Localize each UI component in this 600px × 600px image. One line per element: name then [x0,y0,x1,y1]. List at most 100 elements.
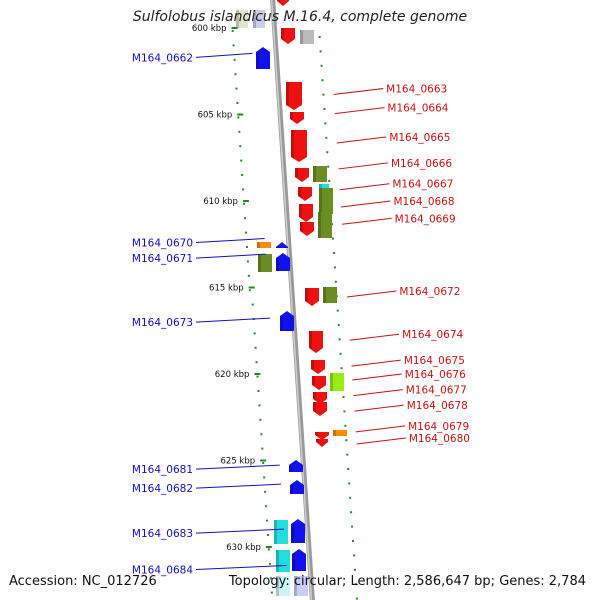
gene-label-left: M164_0662 [132,52,193,64]
gene-arrow-shade [312,376,315,386]
gene-arrow [313,392,327,404]
rna-feature-shade [236,10,239,28]
tick-mark [240,159,243,162]
gene-connector-left [195,483,282,489]
tick-mark [338,338,341,341]
gene-arrow-shade [276,246,279,248]
tick-mark [350,511,353,514]
gene-block-shade [276,550,279,572]
tick-mark [242,188,245,191]
gene-block [319,188,333,214]
tick-mark [337,324,340,326]
gene-arrow-shade [291,130,294,158]
topology-text: Topology: circular [228,574,342,589]
tick-mark [238,130,241,133]
tick-mark [232,44,235,47]
tick-mark [231,30,234,32]
tick-mark [333,266,336,269]
gene-arrow-shade [313,392,316,400]
tick-mark [270,591,273,594]
gene-arrow-shade [315,432,318,436]
gene-connector-left [195,464,280,470]
gene-connector-left [195,317,271,323]
tick-mark [354,583,357,586]
length-text: Length: 2,586,647 bp [342,574,491,589]
gene-block-shade [276,576,279,596]
gene-connector-right [339,183,390,191]
gene-block [313,166,327,182]
gene-label-right: M164_0676 [405,369,466,381]
gene-arrow [276,253,290,271]
gene-arrow-shade [276,257,279,271]
tick-mark [352,540,355,542]
tick-mark [262,462,265,464]
gene-label-right: M164_0677 [406,385,467,397]
gene-block-shade [257,242,260,248]
tick-mark [352,554,355,557]
gene-label-left: M164_0683 [132,528,193,540]
tick-mark [343,410,346,413]
gene-arrow [291,519,305,543]
tick-mark [247,274,250,277]
gene-connector-right [342,217,392,225]
scale-tick [231,27,238,29]
gene-label-right: M164_0664 [387,103,448,115]
tick-mark [320,64,323,67]
gene-label-right: M164_0675 [404,355,465,367]
gene-connector-right [352,373,402,381]
gene-block [258,254,272,272]
scale-label: 625 kbp [221,457,256,467]
tick-mark [327,165,330,168]
tick-mark [234,73,237,76]
gene-connector-right [355,425,406,433]
tick-mark [269,577,272,580]
tick-mark [328,180,331,182]
rna-feature [236,10,248,28]
gene-arrow-shade [316,439,319,443]
gene-block-shade [318,212,321,238]
gene-block [276,550,290,572]
tick-mark [263,476,266,479]
gene-label-right: M164_0665 [389,132,450,144]
gene-arrow [309,331,323,353]
tick-mark [345,439,348,442]
gene-arrow-shade [277,0,280,2]
genome-backbone-line [270,0,315,600]
gene-connector-right [338,162,389,170]
tick-mark [255,361,258,364]
gene-arrow [315,432,329,440]
gene-block [276,576,290,596]
tick-mark [340,367,343,370]
scale-tick [242,200,249,202]
tick-mark [261,447,264,450]
gene-connector-left [195,564,287,570]
gene-block-shade [258,254,261,272]
gene-arrow [311,360,325,374]
tick-mark [355,597,358,600]
tick-mark [348,482,351,485]
gene-block [318,212,332,238]
gene-arrow [313,402,327,416]
gene-block-shade [319,188,322,214]
rna-feature-shade [253,10,256,28]
tick-mark [266,519,269,522]
tick-mark [324,122,327,125]
gene-block [330,373,344,391]
gene-arrow-shade [299,204,302,218]
gene-connector-left [195,528,284,534]
tick-mark [325,136,328,139]
scale-label: 615 kbp [209,284,244,294]
gene-label-right: M164_0680 [409,433,470,445]
gene-label-right: M164_0678 [407,400,468,412]
tick-mark [353,568,356,571]
gene-arrow-shade [305,288,308,302]
tick-mark [258,404,261,407]
scale-tick [237,113,244,116]
genome-backbone [270,0,315,600]
gene-label-left: M164_0682 [132,483,193,495]
tick-mark [268,562,271,565]
genes-count-text: Genes: 2,784 [491,574,586,589]
gene-block-shade [323,287,326,303]
tick-mark [267,548,270,551]
tick-mark [346,453,349,456]
